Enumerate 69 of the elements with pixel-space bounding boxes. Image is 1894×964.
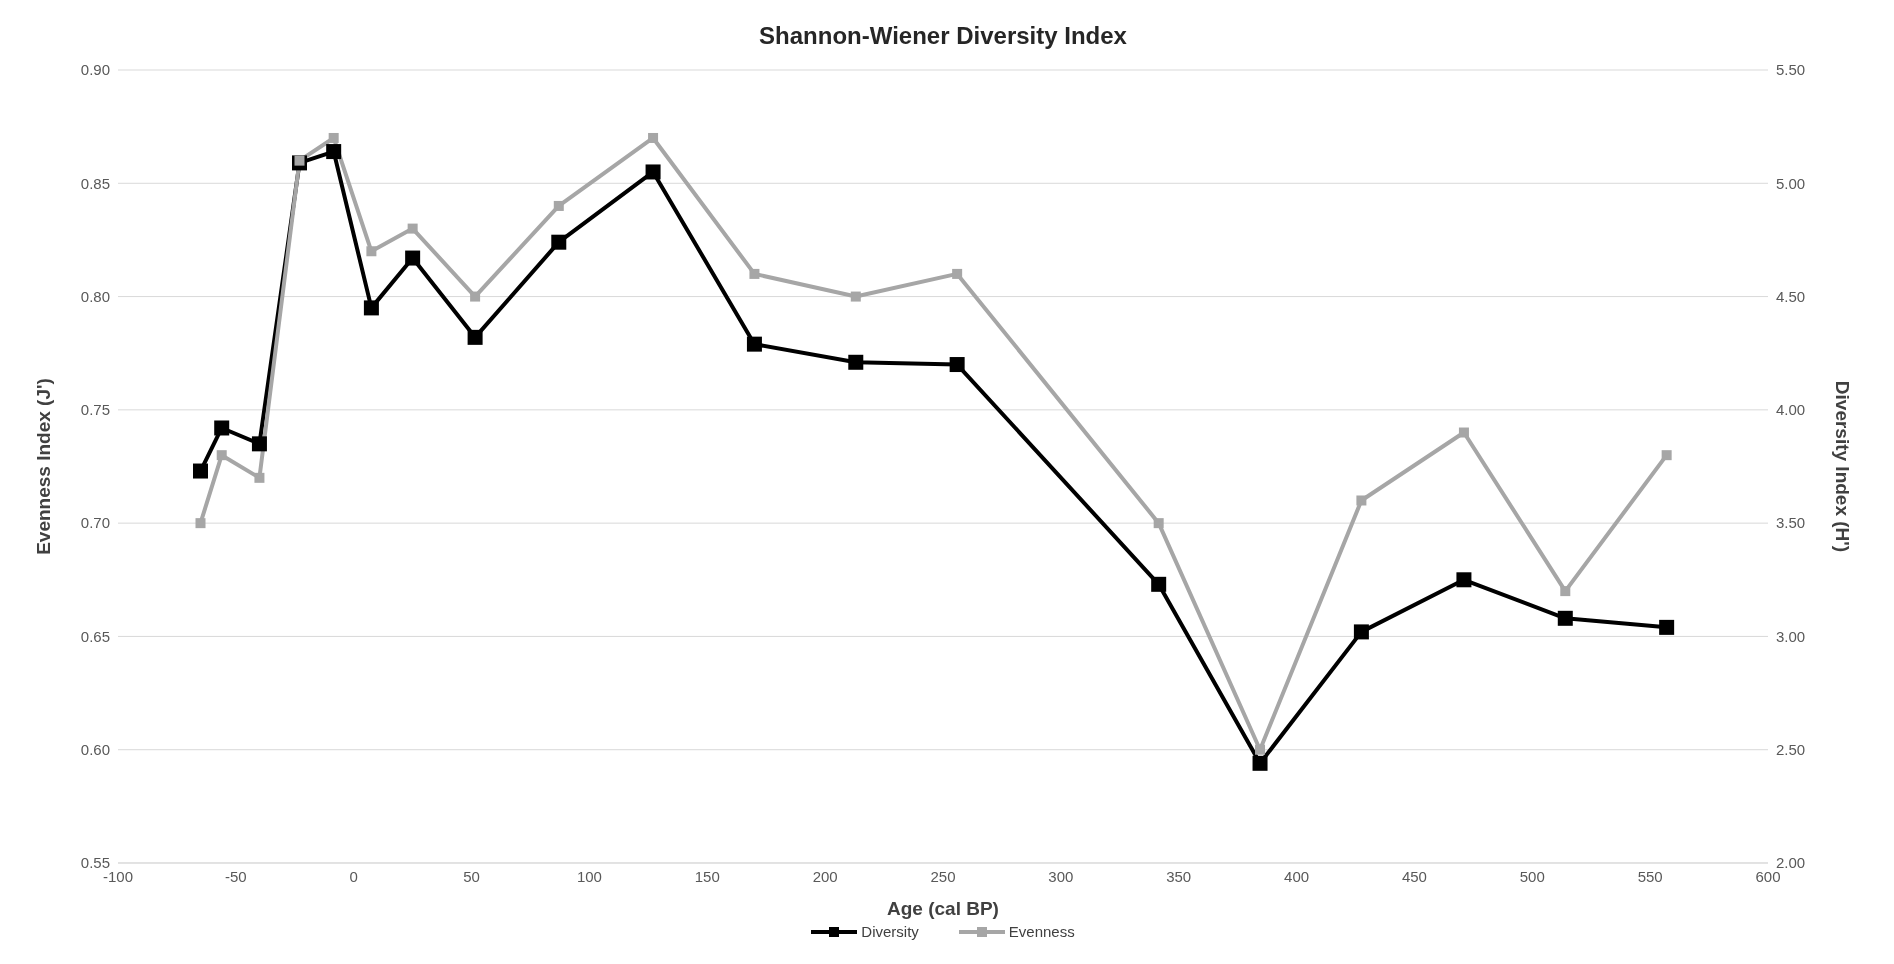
x-tick-label: 250 <box>930 867 956 885</box>
x-axis-title: Age (cal BP) <box>887 898 999 919</box>
point <box>254 472 265 483</box>
point <box>553 200 564 211</box>
x-tick-label: -50 <box>225 867 247 885</box>
y-axis-title: Evenness Index (J') <box>32 378 54 555</box>
point <box>746 336 762 352</box>
x-tick-label: 300 <box>1048 867 1074 885</box>
y2-tick-label: 5.50 <box>1776 61 1806 79</box>
point <box>1255 744 1266 755</box>
point <box>328 132 339 143</box>
point <box>645 164 661 180</box>
point <box>1456 572 1472 588</box>
y2-tick-label: 4.50 <box>1776 287 1806 305</box>
point <box>749 268 760 279</box>
y2-axis-title: Diversity Index (H') <box>1832 380 1854 553</box>
y-tick-label: 0.90 <box>80 61 110 79</box>
y-tick-label: 0.70 <box>80 514 110 532</box>
point <box>251 436 267 452</box>
point <box>405 250 421 266</box>
point <box>193 463 208 479</box>
point <box>648 132 659 143</box>
x-tick-label: 50 <box>463 867 480 885</box>
point <box>1252 755 1268 771</box>
point <box>214 420 230 436</box>
point <box>952 268 963 279</box>
chart-title: Shannon-Wiener Diversity Index <box>758 22 1128 50</box>
point <box>326 144 342 160</box>
y-tick-label: 0.65 <box>80 627 110 645</box>
x-tick-label: 0 <box>349 867 358 885</box>
point <box>1153 518 1164 529</box>
point <box>1356 495 1367 506</box>
point <box>1353 624 1369 640</box>
point <box>195 518 206 529</box>
y2-tick-label: 3.50 <box>1776 514 1806 532</box>
x-tick-label: 350 <box>1166 867 1192 885</box>
point <box>1151 576 1167 592</box>
x-tick-label: 550 <box>1637 867 1663 885</box>
point <box>467 329 483 345</box>
point <box>850 291 861 302</box>
x-tick-label: 200 <box>812 867 838 885</box>
point <box>470 291 481 302</box>
point <box>1560 586 1571 597</box>
y-tick-label: 0.60 <box>80 741 110 759</box>
y-tick-label: 0.75 <box>80 401 110 419</box>
legend-label: Diversity <box>860 923 919 940</box>
point <box>949 357 965 373</box>
point <box>551 234 567 250</box>
y2-tick-label: 4.00 <box>1776 401 1806 419</box>
point <box>1661 450 1672 461</box>
x-tick-label: 500 <box>1519 867 1545 885</box>
x-tick-label: 400 <box>1284 867 1310 885</box>
point <box>407 223 418 234</box>
point <box>848 354 864 370</box>
point <box>1557 610 1573 626</box>
x-tick-label: 450 <box>1401 867 1427 885</box>
y-tick-label: 0.85 <box>80 174 110 192</box>
point <box>363 300 379 316</box>
point <box>1659 619 1675 635</box>
x-tick-label: 100 <box>576 867 602 885</box>
y2-tick-label: 5.00 <box>1776 174 1806 192</box>
legend-label: Evenness <box>1007 923 1075 940</box>
y2-tick-label: 3.00 <box>1776 627 1806 645</box>
point <box>366 246 377 257</box>
point <box>216 450 227 461</box>
point <box>1458 427 1469 438</box>
y2-tick-label: 2.50 <box>1776 741 1806 759</box>
x-tick-label: 150 <box>694 867 720 885</box>
y-tick-label: 0.80 <box>80 287 110 305</box>
